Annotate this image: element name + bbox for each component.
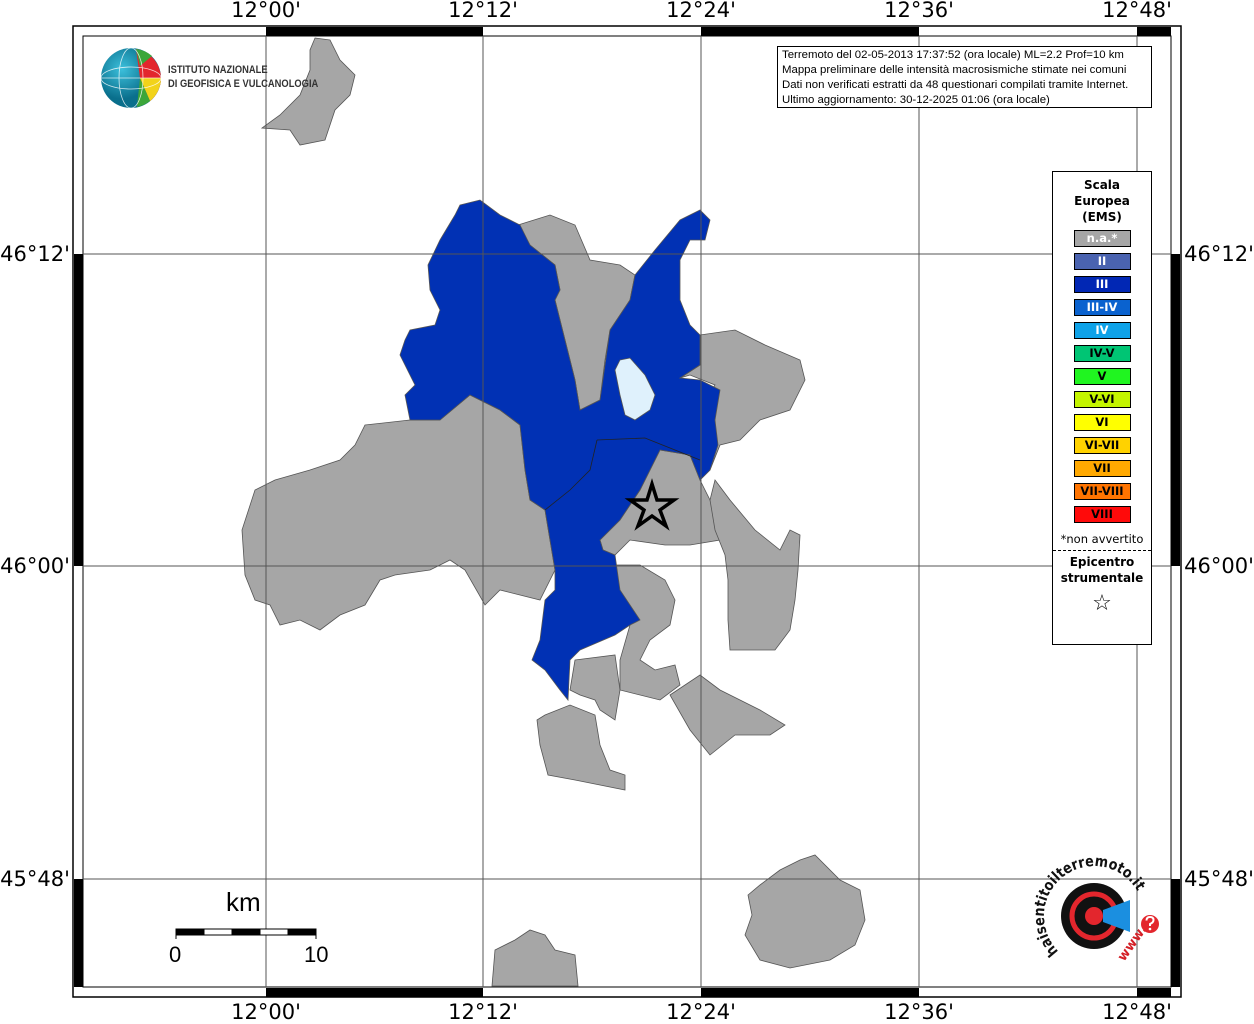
lat-label-left: 46°00' bbox=[0, 554, 70, 578]
lat-label-left: 46°12' bbox=[0, 242, 70, 266]
lat-label-right: 45°48' bbox=[1184, 867, 1254, 891]
scale-max: 10 bbox=[304, 942, 329, 967]
legend-item: III bbox=[1073, 276, 1131, 293]
legend-item: IV bbox=[1073, 322, 1131, 339]
municipality-not-felt bbox=[260, 37, 356, 146]
lat-label-left: 45°48' bbox=[0, 867, 70, 891]
legend-title-line: (EMS) bbox=[1082, 210, 1122, 224]
map-description: Mappa preliminare delle intensità macros… bbox=[782, 64, 1127, 76]
ems-legend: Scala Europea (EMS) n.a.* II III III-IV IV IV… bbox=[1052, 171, 1152, 645]
legend-item: VII bbox=[1073, 460, 1131, 477]
event-line: Terremoto del 02-05-2013 17:37:52 (ora l… bbox=[782, 49, 1124, 61]
municipality-not-felt bbox=[536, 704, 626, 791]
legend-item: VI-VII bbox=[1073, 437, 1131, 454]
lon-label-bottom: 12°36' bbox=[884, 1000, 954, 1024]
legend-title-line: Europea bbox=[1074, 194, 1130, 208]
legend-epicenter-label: Epicentro strumentale bbox=[1053, 554, 1151, 586]
municipalities bbox=[241, 37, 866, 987]
ingv-globe-logo bbox=[100, 47, 162, 109]
legend-item: II bbox=[1073, 253, 1131, 270]
legend-title-line: Scala bbox=[1083, 178, 1121, 192]
lon-label-top: 12°24' bbox=[666, 0, 736, 22]
lon-label-top: 12°00' bbox=[231, 0, 301, 22]
municipality-not-felt bbox=[491, 929, 579, 987]
ingv-logo-text: ISTITUTO NAZIONALE DI GEOFISICA E VULCAN… bbox=[168, 63, 318, 91]
lon-label-top: 12°12' bbox=[448, 0, 518, 22]
municipality-not-felt bbox=[569, 654, 621, 721]
legend-item: n.a.* bbox=[1073, 230, 1131, 247]
legend-items: n.a.* II III III-IV IV IV-V V V-VI VI VI-VII VII VI… bbox=[1053, 230, 1151, 523]
epicenter-label-line: strumentale bbox=[1060, 571, 1144, 585]
legend-item: V bbox=[1073, 368, 1131, 385]
scale-min: 0 bbox=[169, 942, 182, 967]
ingv-name-line2: DI GEOFISICA E VULCANOLOGIA bbox=[168, 78, 319, 90]
last-update: Ultimo aggiornamento: 30-12-2025 01:06 (… bbox=[782, 94, 1050, 106]
legend-item: V-VI bbox=[1073, 391, 1131, 408]
municipality-not-felt bbox=[709, 479, 801, 651]
legend-title: Scala Europea (EMS) bbox=[1053, 177, 1151, 225]
ingv-name-line1: ISTITUTO NAZIONALE bbox=[168, 64, 268, 76]
municipality-intensity-III bbox=[399, 199, 721, 702]
data-note: Dati non verificati estratti da 48 quest… bbox=[782, 79, 1129, 91]
lon-label-bottom: 12°00' bbox=[231, 1000, 301, 1024]
scale-bar bbox=[175, 928, 317, 939]
lake bbox=[614, 357, 656, 421]
epicenter-star-icon bbox=[624, 478, 680, 531]
legend-item: IV-V bbox=[1073, 345, 1131, 362]
municipality-not-felt bbox=[669, 674, 786, 756]
lon-label-bottom: 12°48' bbox=[1102, 1000, 1172, 1024]
lat-label-right: 46°12' bbox=[1184, 242, 1254, 266]
municipality-not-felt bbox=[744, 854, 866, 969]
legend-star-icon: ☆ bbox=[1092, 591, 1112, 616]
frame-ticks bbox=[74, 27, 1180, 997]
legend-item: VII-VIII bbox=[1073, 483, 1131, 500]
lon-label-bottom: 12°12' bbox=[448, 1000, 518, 1024]
lon-label-bottom: 12°24' bbox=[666, 1000, 736, 1024]
lon-label-top: 12°36' bbox=[884, 0, 954, 22]
lat-label-right: 46°00' bbox=[1184, 554, 1254, 578]
legend-note: *non avvertito bbox=[1060, 532, 1144, 546]
legend-item: VI bbox=[1073, 414, 1131, 431]
legend-divider bbox=[1053, 550, 1151, 551]
epicenter-label-line: Epicentro bbox=[1069, 555, 1135, 569]
scale-unit: km bbox=[226, 887, 261, 917]
event-info-box: Terremoto del 02-05-2013 17:37:52 (ora l… bbox=[777, 46, 1152, 108]
legend-item: III-IV bbox=[1073, 299, 1131, 316]
legend-item: VIII bbox=[1073, 506, 1131, 523]
lon-label-top: 12°48' bbox=[1102, 0, 1172, 22]
municipality-not-felt bbox=[614, 564, 681, 701]
